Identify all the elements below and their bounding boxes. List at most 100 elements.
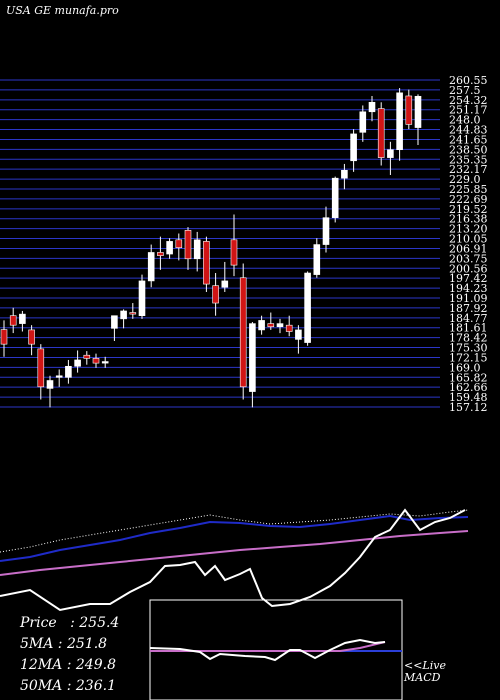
- candle-body-up: [341, 169, 348, 179]
- y-tick-label: 157.12: [449, 401, 488, 414]
- y-tick-label: 254.32: [449, 94, 488, 107]
- candle: [83, 351, 91, 365]
- candle-body-up: [111, 315, 118, 329]
- candle-body-up: [276, 323, 284, 328]
- candle-body-down: [9, 315, 17, 326]
- candle: [101, 356, 109, 368]
- candle: [46, 375, 54, 408]
- candle: [377, 102, 385, 166]
- y-tick-label: 244.83: [449, 124, 488, 137]
- candle: [405, 89, 413, 130]
- candle: [322, 206, 330, 253]
- candle: [37, 344, 45, 400]
- candle: [285, 315, 293, 337]
- candle-body-up: [147, 252, 155, 282]
- candle-body-up: [166, 241, 173, 255]
- candle: [368, 95, 376, 122]
- stat-ma50: 50MA : 236.1: [20, 678, 116, 694]
- candle-body-down: [129, 312, 137, 315]
- candle-body-down: [157, 252, 164, 256]
- y-tick-label: 187.92: [449, 302, 488, 315]
- candle-body-down: [285, 324, 293, 332]
- stat-ma5: 5MA : 251.8: [20, 636, 108, 652]
- y-tick-label: 194.23: [449, 282, 488, 295]
- candle-body-up: [368, 101, 376, 113]
- y-tick-label: 225.85: [449, 183, 488, 196]
- candle: [359, 105, 367, 142]
- y-tick-label: 241.65: [449, 133, 488, 146]
- candles: [0, 88, 422, 408]
- y-tick-label: 248.0: [449, 114, 481, 127]
- candle: [212, 273, 219, 316]
- candle: [230, 214, 238, 277]
- candle-body-up: [19, 313, 26, 324]
- candle: [249, 322, 256, 408]
- candle-body-up: [74, 359, 81, 367]
- candle: [295, 325, 302, 354]
- stat-ma12: 12MA : 249.8: [20, 657, 116, 673]
- candle-body-down: [28, 329, 35, 345]
- y-tick-label: 178.42: [449, 332, 488, 345]
- y-tick-label: 216.38: [449, 213, 488, 226]
- candle-body-up: [322, 217, 330, 245]
- page-title: USA GE munafa.pro: [6, 4, 119, 17]
- macd-line: [149, 638, 386, 662]
- candle: [276, 318, 284, 334]
- candle: [221, 261, 229, 292]
- candle-body-up: [350, 133, 357, 162]
- candle-body-up: [295, 329, 302, 340]
- y-axis-ticks: 260.55257.5254.32251.17248.0244.83241.65…: [449, 74, 488, 414]
- y-tick-label: 165.82: [449, 371, 488, 384]
- candle: [138, 274, 146, 319]
- moving-average-lines: [0, 508, 469, 612]
- candle: [387, 141, 394, 176]
- candle-body-down: [212, 285, 219, 304]
- candle-body-up: [249, 323, 256, 392]
- y-tick-label: 169.0: [449, 361, 481, 374]
- y-tick-label: 229.0: [449, 173, 481, 186]
- candle: [414, 94, 422, 145]
- y-tick-label: 251.17: [449, 104, 488, 117]
- ma-magenta-line: [0, 530, 469, 576]
- price-grid: [0, 79, 440, 408]
- candle-body-up: [396, 92, 403, 151]
- candle: [19, 310, 26, 332]
- candle-body-up: [101, 361, 109, 364]
- candle: [396, 88, 403, 161]
- candle-body-up: [138, 280, 146, 316]
- candle: [331, 176, 339, 223]
- y-tick-label: 206.91: [449, 242, 488, 255]
- ma-blue-line: [0, 514, 469, 562]
- candle: [92, 353, 100, 368]
- candle-body-up: [387, 149, 394, 158]
- candle: [74, 350, 81, 373]
- candle-body-up: [359, 111, 367, 133]
- y-tick-label: 181.61: [449, 322, 488, 335]
- candle-body-up: [313, 244, 321, 275]
- candle-body-down: [203, 241, 210, 285]
- y-tick-label: 222.69: [449, 193, 488, 206]
- candle-body-up: [65, 365, 72, 378]
- candle: [304, 271, 311, 346]
- macd-label: <<Live MACD: [404, 659, 446, 684]
- candle: [239, 263, 247, 400]
- y-tick-label: 175.30: [449, 342, 488, 355]
- candle-body-up: [258, 320, 265, 331]
- candle: [166, 238, 173, 259]
- candle: [313, 238, 321, 278]
- candle: [28, 325, 35, 356]
- candle: [0, 320, 8, 357]
- y-tick-label: 203.75: [449, 252, 488, 265]
- y-tick-label: 219.52: [449, 203, 488, 216]
- candle-body-down: [184, 230, 192, 260]
- candle-body-down: [92, 358, 100, 364]
- candle-body-down: [83, 354, 91, 359]
- candle-body-up: [55, 375, 63, 378]
- candle-body-up: [304, 272, 311, 343]
- candle-body-up: [414, 95, 422, 128]
- ma-dotted-line: [0, 509, 469, 553]
- candle-body-down: [405, 95, 413, 125]
- candle-body-down: [37, 348, 45, 388]
- candle: [258, 315, 265, 335]
